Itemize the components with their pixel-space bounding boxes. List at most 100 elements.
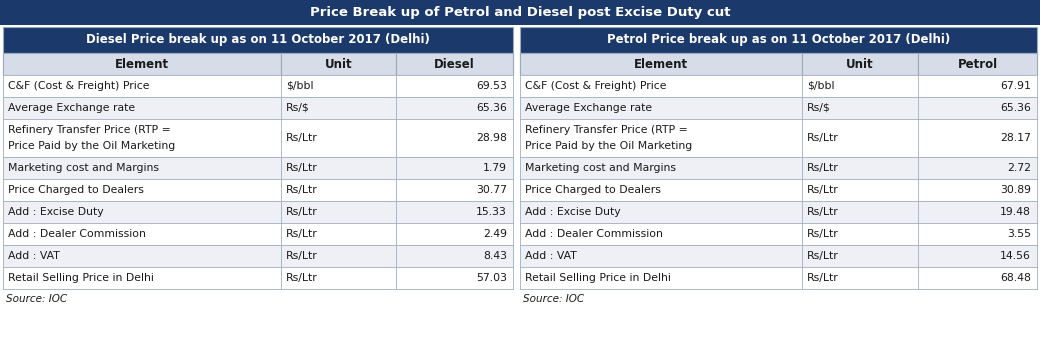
Text: Marketing cost and Margins: Marketing cost and Margins <box>8 163 159 173</box>
Text: Price Charged to Dealers: Price Charged to Dealers <box>525 185 660 195</box>
Text: Rs/Ltr: Rs/Ltr <box>286 229 317 239</box>
Bar <box>0 0 1040 25</box>
Text: Average Exchange rate: Average Exchange rate <box>525 103 652 113</box>
Bar <box>520 157 802 179</box>
Text: 8.43: 8.43 <box>483 251 508 261</box>
Bar <box>3 245 281 267</box>
Bar <box>395 267 513 289</box>
Bar <box>802 53 918 75</box>
Text: Element: Element <box>114 58 170 71</box>
Bar <box>395 223 513 245</box>
Text: 67.91: 67.91 <box>1000 81 1031 91</box>
Text: 65.36: 65.36 <box>476 103 508 113</box>
Text: Rs/$: Rs/$ <box>286 103 310 113</box>
Bar <box>3 157 513 179</box>
Bar <box>281 157 395 179</box>
Bar <box>520 27 1037 53</box>
Text: Unit: Unit <box>324 58 353 71</box>
Bar <box>3 201 513 223</box>
Bar <box>395 75 513 97</box>
Text: 14.56: 14.56 <box>1000 251 1031 261</box>
Text: 28.17: 28.17 <box>1000 133 1031 143</box>
Bar <box>918 97 1037 119</box>
Text: Rs/Ltr: Rs/Ltr <box>807 273 838 283</box>
Text: 15.33: 15.33 <box>476 207 508 217</box>
Bar <box>802 157 918 179</box>
Bar <box>802 75 918 97</box>
Text: Add : Excise Duty: Add : Excise Duty <box>525 207 621 217</box>
Bar <box>281 75 395 97</box>
Text: Rs/Ltr: Rs/Ltr <box>286 251 317 261</box>
Text: Source: IOC: Source: IOC <box>6 294 68 304</box>
Text: Add : VAT: Add : VAT <box>8 251 59 261</box>
Bar <box>520 97 802 119</box>
Bar <box>3 75 513 97</box>
Bar <box>395 119 513 157</box>
Text: Retail Selling Price in Delhi: Retail Selling Price in Delhi <box>525 273 671 283</box>
Text: Price Break up of Petrol and Diesel post Excise Duty cut: Price Break up of Petrol and Diesel post… <box>310 6 730 19</box>
Bar <box>918 201 1037 223</box>
Bar <box>395 97 513 119</box>
Text: Average Exchange rate: Average Exchange rate <box>8 103 135 113</box>
Bar <box>520 179 1037 201</box>
Text: Rs/Ltr: Rs/Ltr <box>286 133 317 143</box>
Bar <box>281 179 395 201</box>
Bar <box>520 223 1037 245</box>
Bar <box>3 75 281 97</box>
Text: Rs/Ltr: Rs/Ltr <box>286 207 317 217</box>
Text: Rs/Ltr: Rs/Ltr <box>807 163 838 173</box>
Bar <box>520 75 1037 97</box>
Text: $/bbl: $/bbl <box>807 81 834 91</box>
Bar <box>3 179 513 201</box>
Text: Marketing cost and Margins: Marketing cost and Margins <box>525 163 676 173</box>
Bar <box>3 223 281 245</box>
Text: Rs/Ltr: Rs/Ltr <box>807 251 838 261</box>
Bar <box>3 53 281 75</box>
Text: Rs/Ltr: Rs/Ltr <box>807 133 838 143</box>
Text: 65.36: 65.36 <box>1000 103 1031 113</box>
Bar <box>395 157 513 179</box>
Bar <box>281 267 395 289</box>
Bar <box>520 179 802 201</box>
Bar <box>918 179 1037 201</box>
Bar <box>281 223 395 245</box>
Bar <box>281 245 395 267</box>
Bar <box>520 75 802 97</box>
Text: Rs/Ltr: Rs/Ltr <box>286 273 317 283</box>
Bar <box>520 267 1037 289</box>
Bar <box>802 179 918 201</box>
Bar <box>3 223 513 245</box>
Bar <box>520 201 802 223</box>
Text: Add : VAT: Add : VAT <box>525 251 577 261</box>
Text: Price Paid by the Oil Marketing: Price Paid by the Oil Marketing <box>525 141 693 151</box>
Bar <box>520 119 1037 157</box>
Text: Price Charged to Dealers: Price Charged to Dealers <box>8 185 144 195</box>
Bar <box>520 267 802 289</box>
Text: Petrol: Petrol <box>958 58 997 71</box>
Bar <box>520 245 802 267</box>
Text: 28.98: 28.98 <box>476 133 508 143</box>
Bar <box>3 157 281 179</box>
Text: Rs/$: Rs/$ <box>807 103 831 113</box>
Text: 2.72: 2.72 <box>1007 163 1031 173</box>
Bar <box>395 53 513 75</box>
Text: Diesel: Diesel <box>434 58 474 71</box>
Bar <box>3 97 281 119</box>
Text: 1.79: 1.79 <box>483 163 508 173</box>
Bar <box>520 157 1037 179</box>
Text: 68.48: 68.48 <box>1000 273 1031 283</box>
Text: Add : Excise Duty: Add : Excise Duty <box>8 207 104 217</box>
Bar <box>918 245 1037 267</box>
Text: 69.53: 69.53 <box>476 81 508 91</box>
Text: 19.48: 19.48 <box>1000 207 1031 217</box>
Text: Source: IOC: Source: IOC <box>523 294 584 304</box>
Bar <box>520 119 802 157</box>
Text: Add : Dealer Commission: Add : Dealer Commission <box>525 229 662 239</box>
Text: Rs/Ltr: Rs/Ltr <box>286 163 317 173</box>
Bar <box>520 97 1037 119</box>
Bar <box>802 201 918 223</box>
Bar <box>520 53 1037 75</box>
Text: $/bbl: $/bbl <box>286 81 313 91</box>
Bar <box>281 53 395 75</box>
Text: Diesel Price break up as on 11 October 2017 (Delhi): Diesel Price break up as on 11 October 2… <box>86 33 430 47</box>
